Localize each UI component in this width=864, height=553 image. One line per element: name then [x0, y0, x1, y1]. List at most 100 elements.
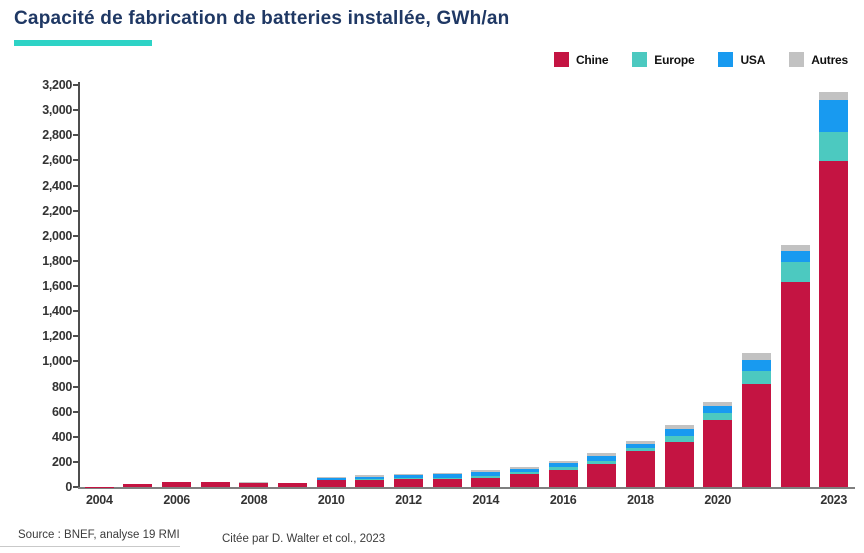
y-axis-label: 0 — [65, 480, 72, 494]
x-axis-label-2014: 2014 — [472, 493, 500, 507]
stacked-bar-2023 — [819, 91, 849, 487]
y-axis-tick — [73, 360, 78, 363]
y-axis-tick — [73, 209, 78, 212]
legend-swatch-europe — [632, 52, 648, 67]
bar-segment-chine-2023 — [819, 160, 849, 487]
legend-label: Europe — [654, 52, 695, 67]
page-title: Capacité de fabrication de batteries ins… — [14, 8, 510, 29]
bar-segment-autres-2014 — [471, 470, 501, 473]
bar-segment-chine-2007 — [200, 482, 230, 487]
bar-segment-usa-2020 — [703, 406, 733, 413]
bar-segment-usa-2021 — [741, 359, 771, 371]
bar-segment-europe-2021 — [741, 370, 771, 385]
stacked-bar-2021 — [741, 352, 771, 487]
y-axis-line — [78, 82, 80, 489]
bar-segment-autres-2017 — [587, 453, 617, 456]
y-axis-tick — [73, 310, 78, 313]
stacked-bar-2009 — [278, 482, 308, 487]
bar-segment-chine-2014 — [471, 477, 501, 487]
bar-segment-usa-2019 — [664, 428, 694, 437]
bar-segment-usa-2011 — [355, 476, 385, 479]
bar-segment-europe-2020 — [703, 412, 733, 421]
y-axis-tick — [73, 486, 78, 488]
title-underline-bar — [14, 40, 152, 46]
stacked-bar-2006 — [162, 482, 192, 487]
y-axis-tick — [73, 460, 78, 463]
bar-segment-europe-2010 — [316, 479, 346, 481]
bar-segment-usa-2013 — [432, 474, 462, 478]
stacked-bar-2014 — [471, 470, 501, 487]
bar-segment-autres-2022 — [780, 244, 810, 252]
y-axis-label: 800 — [52, 379, 72, 394]
y-axis-tick — [73, 285, 78, 287]
bar-segment-autres-2016 — [548, 460, 578, 464]
bar-segment-usa-2015 — [509, 468, 539, 472]
y-axis-label: 1,000 — [42, 354, 72, 369]
bar-segment-europe-2023 — [819, 132, 849, 161]
bar-segment-chine-2019 — [664, 442, 694, 487]
y-axis-label: 3,000 — [42, 103, 72, 118]
bar-segment-chine-2011 — [355, 479, 385, 487]
legend-label: Chine — [575, 52, 609, 67]
legend-swatch-autres — [789, 52, 805, 67]
y-axis-tick — [73, 335, 78, 338]
bar-segment-autres-2011 — [355, 475, 385, 477]
x-axis-label-2023: 2023 — [820, 493, 847, 507]
bar-segment-autres-2023 — [819, 91, 849, 100]
bar-segment-autres-2021 — [741, 352, 771, 360]
plot-area: 0 200 400 600 800 1,000 1,200 1,400 1,600 1,800 2,… — [42, 78, 855, 507]
y-axis-label: 200 — [52, 454, 72, 469]
bar-segment-usa-2016 — [548, 463, 578, 468]
x-axis-label-2004: 2004 — [86, 493, 113, 507]
bar-segment-usa-2012 — [394, 475, 424, 479]
source-note: Source : BNEF, analyse 19 RMI — [18, 529, 180, 541]
x-axis-line — [78, 487, 855, 489]
stacked-bar-2016 — [548, 460, 578, 487]
x-axis-label-2006: 2006 — [163, 493, 190, 507]
x-axis-label-2016: 2016 — [549, 493, 577, 507]
stacked-bar-2012 — [394, 473, 424, 487]
y-axis-label: 2,400 — [42, 178, 72, 193]
bar-segment-chine-2012 — [394, 479, 424, 487]
y-axis-tick — [73, 159, 78, 162]
y-axis-tick — [73, 410, 78, 413]
x-axis-label-2008: 2008 — [240, 493, 268, 507]
bar-segment-europe-2017 — [587, 460, 617, 464]
bar-segment-europe-2019 — [664, 436, 694, 443]
legend-item-chine: Chine — [553, 52, 609, 67]
legend-swatch-usa — [718, 52, 734, 67]
x-axis-label-2010: 2010 — [317, 493, 345, 507]
bar-segment-chine-2020 — [703, 420, 733, 487]
bar-segment-autres-2015 — [509, 466, 539, 469]
y-axis-tick — [73, 234, 78, 237]
y-axis-label: 400 — [52, 429, 72, 444]
stacked-bar-2018 — [625, 441, 655, 487]
bar-segment-usa-2010 — [316, 478, 346, 480]
bar-segment-europe-2013 — [432, 477, 462, 480]
stacked-bar-2013 — [432, 472, 462, 487]
bar-segment-usa-2014 — [471, 472, 501, 477]
y-axis-label: 2,000 — [42, 228, 72, 243]
bar-segment-europe-2012 — [394, 478, 424, 480]
stacked-bar-2010 — [316, 477, 346, 487]
y-axis-label: 2,200 — [42, 203, 72, 218]
bar-segment-europe-2022 — [780, 262, 810, 283]
bar-segment-usa-2018 — [625, 443, 655, 448]
y-axis-tick — [73, 109, 78, 112]
y-axis-label: 2,800 — [42, 128, 72, 143]
x-axis-label-2018: 2018 — [627, 493, 654, 507]
bar-segment-chine-2021 — [741, 384, 771, 487]
y-axis-label: 1,400 — [42, 304, 72, 319]
stacked-bar-2022 — [780, 244, 810, 487]
chart-legend: Chine Europe USA Autres — [553, 52, 848, 67]
bar-segment-autres-2019 — [664, 424, 694, 429]
stacked-bar-2019 — [664, 424, 694, 487]
y-axis-label: 600 — [52, 404, 72, 419]
legend-item-usa: USA — [718, 52, 765, 67]
bar-segment-usa-2022 — [780, 251, 810, 263]
x-axis-label-2012: 2012 — [395, 493, 422, 507]
legend-label: USA — [740, 52, 766, 67]
bar-segment-chine-2013 — [432, 479, 462, 487]
bar-segment-europe-2016 — [548, 467, 578, 471]
bar-segment-chine-2006 — [162, 482, 192, 487]
